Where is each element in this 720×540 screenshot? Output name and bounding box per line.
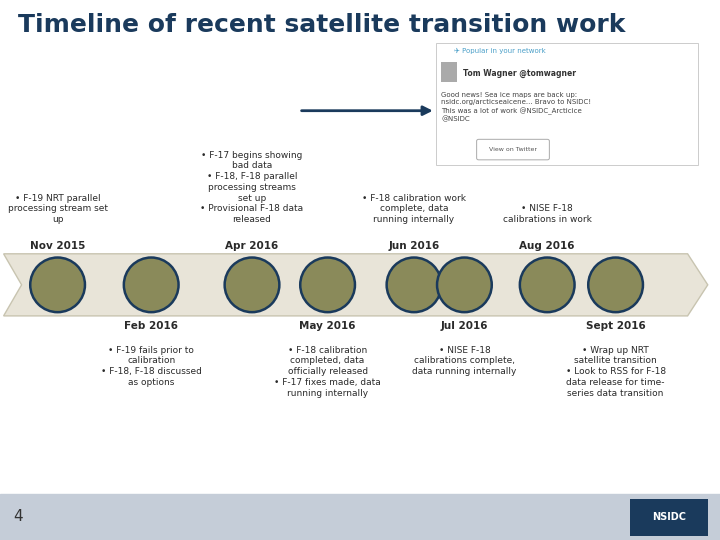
Text: • F-19 fails prior to
calibration
• F-18, F-18 discussed
as options: • F-19 fails prior to calibration • F-18… — [101, 346, 202, 387]
Text: NSIDC: NSIDC — [652, 512, 686, 522]
Text: • F-19 NRT parallel
processing stream set
up: • F-19 NRT parallel processing stream se… — [8, 194, 107, 224]
Ellipse shape — [520, 258, 575, 312]
Text: 4: 4 — [13, 509, 22, 524]
FancyBboxPatch shape — [436, 43, 698, 165]
Text: Aug 2016: Aug 2016 — [519, 241, 575, 251]
Text: • F-18 calibration
completed, data
officially released
• F-17 fixes made, data
r: • F-18 calibration completed, data offic… — [274, 346, 381, 397]
Polygon shape — [4, 254, 708, 316]
Ellipse shape — [225, 258, 279, 312]
Text: Good news! Sea ice maps are back up:
nsidc.org/arcticseaicene... Bravo to NSIDC!: Good news! Sea ice maps are back up: nsi… — [441, 92, 592, 123]
Text: Jun 2016: Jun 2016 — [388, 241, 440, 251]
Text: Apr 2016: Apr 2016 — [225, 241, 279, 251]
Ellipse shape — [387, 258, 441, 312]
Text: • NISE F-18
calibrations in work: • NISE F-18 calibrations in work — [503, 204, 592, 224]
Text: • NISE F-18
calibrations complete,
data running internally: • NISE F-18 calibrations complete, data … — [413, 346, 516, 376]
Text: Nov 2015: Nov 2015 — [30, 241, 85, 251]
Text: Jul 2016: Jul 2016 — [441, 321, 488, 332]
Ellipse shape — [437, 258, 492, 312]
Text: Tom Wagner @tomwagner: Tom Wagner @tomwagner — [463, 69, 576, 78]
Ellipse shape — [30, 258, 85, 312]
Text: ✈ Popular in your network: ✈ Popular in your network — [454, 48, 545, 53]
Text: Timeline of recent satellite transition work: Timeline of recent satellite transition … — [18, 14, 626, 37]
Ellipse shape — [588, 258, 643, 312]
Bar — [0, 494, 720, 540]
Bar — [630, 499, 708, 536]
Text: Sept 2016: Sept 2016 — [586, 321, 645, 332]
Ellipse shape — [300, 258, 355, 312]
Text: • Wrap up NRT
satellite transition
• Look to RSS for F-18
data release for time-: • Wrap up NRT satellite transition • Loo… — [565, 346, 666, 397]
Text: May 2016: May 2016 — [300, 321, 356, 332]
Text: View on Twitter: View on Twitter — [489, 147, 536, 152]
Text: • F-18 calibration work
complete, data
running internally: • F-18 calibration work complete, data r… — [362, 194, 466, 224]
Ellipse shape — [124, 258, 179, 312]
Text: • F-17 begins showing
bad data
• F-18, F-18 parallel
processing streams
set up
•: • F-17 begins showing bad data • F-18, F… — [200, 151, 304, 224]
Text: Feb 2016: Feb 2016 — [124, 321, 179, 332]
Bar — [441, 62, 457, 82]
FancyBboxPatch shape — [477, 139, 549, 160]
